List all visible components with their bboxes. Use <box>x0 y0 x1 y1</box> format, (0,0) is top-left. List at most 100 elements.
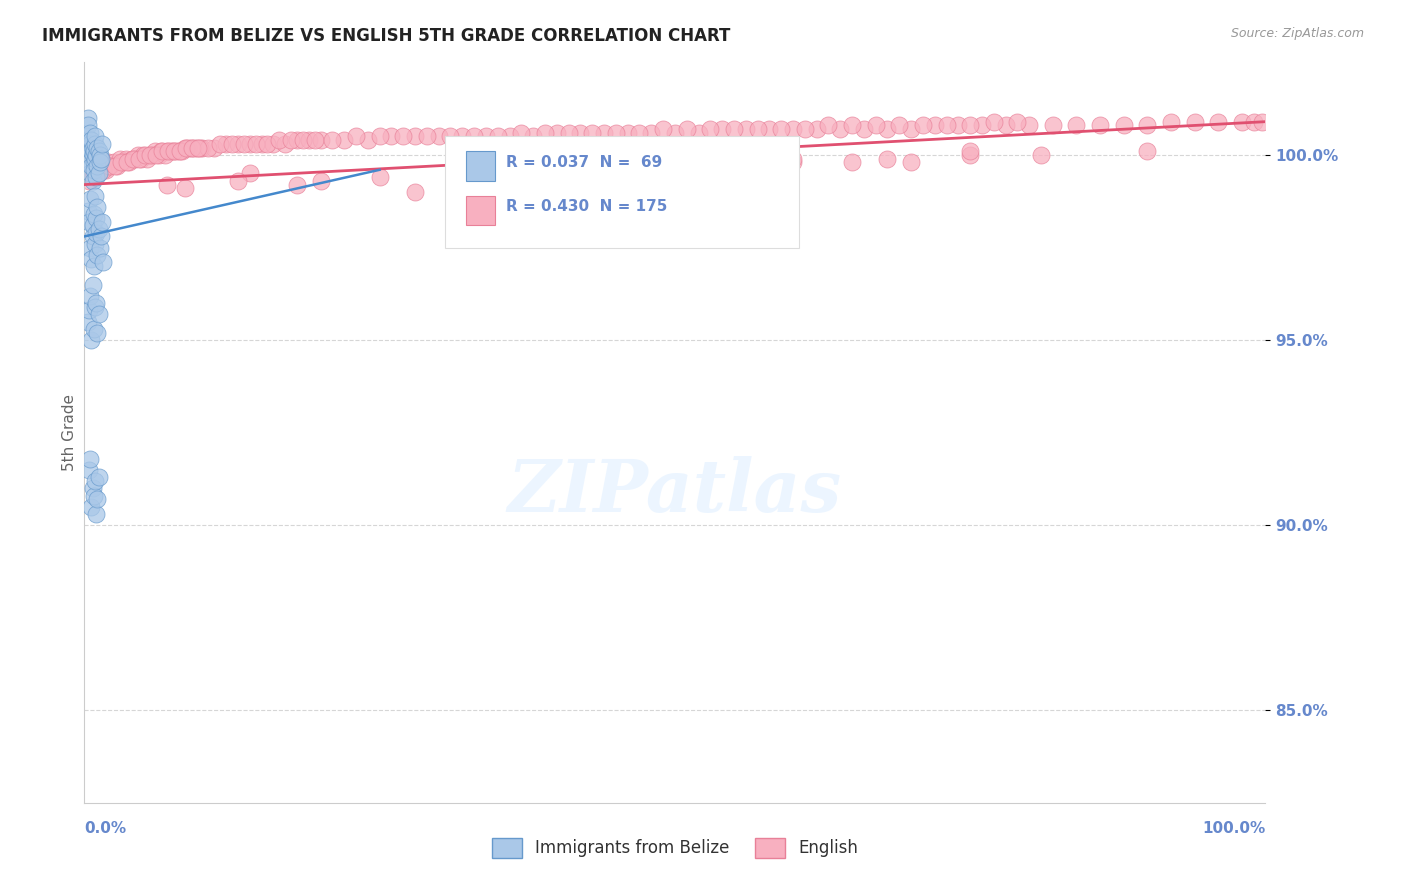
Point <box>91 255 114 269</box>
Point <box>368 170 391 185</box>
Point <box>970 119 993 133</box>
Point <box>173 140 195 154</box>
Point <box>83 170 105 185</box>
Point <box>83 322 105 336</box>
Point <box>202 140 225 154</box>
Point <box>215 136 238 151</box>
Point <box>404 185 426 199</box>
Point <box>1136 119 1159 133</box>
Text: R = 0.037  N =  69: R = 0.037 N = 69 <box>506 155 662 169</box>
Point <box>392 129 415 144</box>
Point <box>166 145 188 159</box>
Point <box>86 140 108 154</box>
Point <box>83 162 105 177</box>
Point <box>84 152 107 166</box>
Point <box>80 145 103 159</box>
Point <box>83 145 105 159</box>
Point <box>82 229 104 244</box>
Point <box>86 167 108 181</box>
Point <box>226 174 249 188</box>
Point <box>77 303 100 318</box>
Point <box>79 288 101 302</box>
Point <box>172 145 194 159</box>
Point <box>177 140 200 154</box>
Point <box>83 259 105 273</box>
Point <box>162 145 184 159</box>
Point <box>486 167 509 181</box>
Point <box>150 145 173 159</box>
Text: IMMIGRANTS FROM BELIZE VS ENGLISH 5TH GRADE CORRELATION CHART: IMMIGRANTS FROM BELIZE VS ENGLISH 5TH GR… <box>42 27 731 45</box>
Point <box>128 152 150 166</box>
Point <box>876 152 898 166</box>
Point <box>475 129 498 144</box>
Point <box>84 300 107 314</box>
Point <box>87 167 110 181</box>
Point <box>87 167 110 181</box>
Point <box>232 136 254 151</box>
Point <box>368 129 391 144</box>
Point <box>280 133 302 147</box>
Point <box>285 178 308 192</box>
Point <box>114 152 136 166</box>
Point <box>77 155 100 169</box>
Point <box>127 148 149 162</box>
Point <box>675 122 697 136</box>
Point <box>569 126 592 140</box>
Point <box>112 155 135 169</box>
Point <box>118 155 141 169</box>
Point <box>333 133 356 147</box>
Point <box>89 148 111 162</box>
Point <box>605 126 627 140</box>
Point <box>86 248 108 262</box>
Point <box>262 136 284 151</box>
Y-axis label: 5th Grade: 5th Grade <box>62 394 77 471</box>
Point <box>143 145 166 159</box>
Point <box>451 129 474 144</box>
Point <box>841 119 863 133</box>
Point <box>84 129 107 144</box>
Point <box>77 174 100 188</box>
Point <box>79 241 101 255</box>
Point <box>959 119 981 133</box>
Point <box>889 119 911 133</box>
Point <box>605 162 627 177</box>
Point <box>569 174 592 188</box>
Point <box>91 162 114 177</box>
Point <box>97 155 120 169</box>
Point <box>285 133 308 147</box>
Point <box>77 119 100 133</box>
Point <box>664 159 686 173</box>
Point <box>269 133 291 147</box>
Point <box>163 145 186 159</box>
Point <box>959 148 981 162</box>
Point <box>699 122 721 136</box>
FancyBboxPatch shape <box>444 136 799 247</box>
Point <box>84 170 107 185</box>
Point <box>793 122 815 136</box>
Point <box>80 252 103 266</box>
Point <box>84 136 107 151</box>
Point <box>309 133 332 147</box>
Point <box>747 122 769 136</box>
Point <box>782 122 804 136</box>
Legend: Immigrants from Belize, English: Immigrants from Belize, English <box>485 831 865 865</box>
Point <box>79 167 101 181</box>
Point <box>451 162 474 177</box>
Point <box>865 119 887 133</box>
Point <box>782 155 804 169</box>
Point <box>121 152 143 166</box>
Point <box>84 188 107 202</box>
Point <box>77 314 100 328</box>
Point <box>86 200 108 214</box>
Point <box>688 126 710 140</box>
Point <box>1018 119 1040 133</box>
Point <box>723 122 745 136</box>
Point <box>291 133 314 147</box>
Point <box>1136 145 1159 159</box>
Text: ZIPatlas: ZIPatlas <box>508 457 842 527</box>
Point <box>134 148 156 162</box>
Point <box>191 140 214 154</box>
Point <box>209 136 232 151</box>
Point <box>87 470 110 484</box>
Point <box>806 122 828 136</box>
